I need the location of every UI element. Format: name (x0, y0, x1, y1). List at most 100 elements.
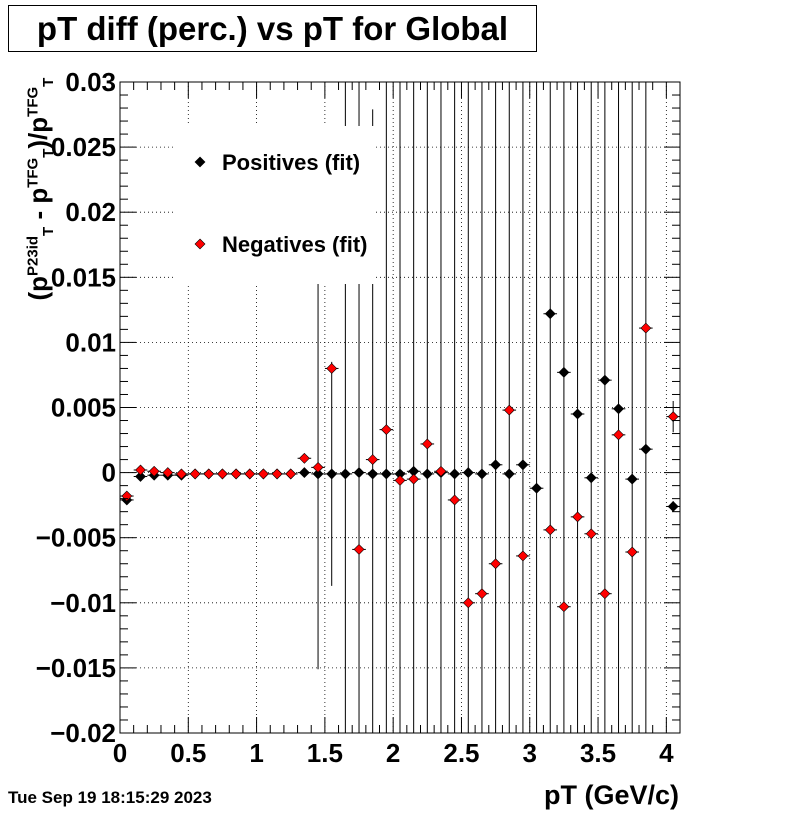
ylabel-part: - p (22, 187, 53, 227)
data-point (544, 308, 556, 320)
data-point (613, 429, 624, 441)
data-point (490, 459, 502, 471)
data-point (408, 473, 420, 485)
ylabel-sub: T (40, 148, 58, 158)
data-point (558, 366, 570, 378)
data-point (544, 524, 556, 536)
ylabel-part: )/p (22, 116, 53, 149)
x-tick-label: 0.5 (170, 738, 206, 768)
x-tick-label: 4 (659, 738, 674, 768)
data-point (312, 468, 324, 480)
data-point (326, 363, 338, 374)
data-point (189, 468, 201, 480)
x-tick-label: 2.5 (443, 738, 479, 768)
y-tick-label: 0.015 (51, 262, 116, 292)
data-point (394, 474, 406, 486)
legend-label: Negatives (fit) (222, 232, 367, 257)
data-point (367, 454, 379, 466)
ylabel-sub: T (40, 77, 58, 87)
data-point (353, 467, 365, 479)
x-tick-label: 0 (113, 738, 127, 768)
y-tick-label: −0.015 (36, 653, 116, 683)
x-tick-label: 2 (386, 738, 400, 768)
data-point (435, 465, 447, 477)
ylabel-part: (p (22, 275, 53, 301)
y-tick-label: 0.03 (65, 67, 116, 97)
data-point (449, 494, 461, 506)
data-point (599, 588, 611, 600)
chart-title: pT diff (perc.) vs pT for Global (36, 9, 509, 47)
y-tick-label: −0.02 (50, 718, 116, 748)
x-tick-label: 3 (523, 738, 537, 768)
ylabel-sup: P23id (24, 235, 42, 276)
x-tick-label: 3.5 (580, 738, 616, 768)
x-tick-label: 1 (249, 738, 263, 768)
data-point (599, 374, 611, 386)
data-point (667, 501, 679, 512)
data-point (135, 464, 146, 476)
data-point (585, 472, 597, 484)
data-point (572, 511, 583, 523)
legend: Positives (fit) Negatives (fit) (194, 150, 367, 257)
ylabel-sup: TFG (24, 157, 42, 188)
data-point (640, 443, 652, 455)
legend-marker (194, 156, 206, 168)
data-point (640, 322, 652, 334)
data-point (121, 490, 133, 502)
legend-marker (194, 238, 206, 250)
data-point (517, 550, 529, 562)
y-tick-label: 0 (102, 458, 116, 488)
legend-box (176, 126, 376, 284)
data-point (176, 468, 187, 480)
data-point (367, 468, 379, 480)
y-tick-labels: 0.03 0.025 0.02 0.015 0.01 0.005 0 −0.005 −0.01 −… (36, 67, 116, 748)
ylabel-sub: T (40, 226, 58, 236)
data-point (667, 411, 679, 423)
data-point (626, 546, 638, 558)
data-point (613, 403, 624, 415)
data-point (476, 588, 488, 600)
ylabel-sup: TFG (24, 86, 42, 117)
data-point (531, 482, 543, 494)
timestamp-footer: Tue Sep 19 18:15:29 2023 (8, 788, 212, 807)
data-point (490, 558, 502, 570)
x-tick-label: 1.5 (307, 738, 343, 768)
data-point (421, 468, 433, 480)
data-point (585, 528, 597, 540)
data-point (339, 468, 351, 480)
data-point (217, 468, 228, 480)
data-point (558, 601, 570, 613)
axis-ticks (119, 81, 681, 734)
data-point (326, 468, 338, 480)
data-point (162, 467, 174, 479)
data-point (380, 468, 392, 480)
y-tick-label: 0.005 (51, 393, 116, 423)
x-axis-label: pT (GeV/c) (543, 780, 679, 810)
data-point (462, 467, 474, 479)
data-point (148, 465, 160, 477)
y-axis-label: (pP23idT - pTFGT)/pTFGT (10, 78, 70, 312)
data-point (257, 468, 269, 480)
legend-label: Positives (fit) (222, 150, 360, 175)
data-point (203, 468, 215, 480)
data-point (476, 468, 488, 480)
data-point (380, 424, 392, 436)
data-point (298, 467, 310, 479)
data-point (312, 461, 324, 473)
data-point (230, 468, 242, 480)
y-tick-label: 0.02 (65, 197, 116, 227)
chart-title-box: pT diff (perc.) vs pT for Global (8, 5, 537, 52)
data-point (517, 459, 529, 471)
data-markers (121, 308, 679, 613)
data-point (298, 452, 310, 464)
data-point (462, 597, 474, 609)
data-point (353, 543, 365, 555)
data-point (421, 438, 433, 450)
data-point (503, 468, 515, 480)
data-point (271, 468, 283, 480)
y-tick-label: 0.01 (65, 327, 116, 357)
y-tick-label: −0.005 (36, 523, 116, 553)
x-tick-labels: 0 0.5 1 1.5 2 2.5 3 3.5 4 (113, 738, 674, 768)
data-point (449, 468, 461, 480)
